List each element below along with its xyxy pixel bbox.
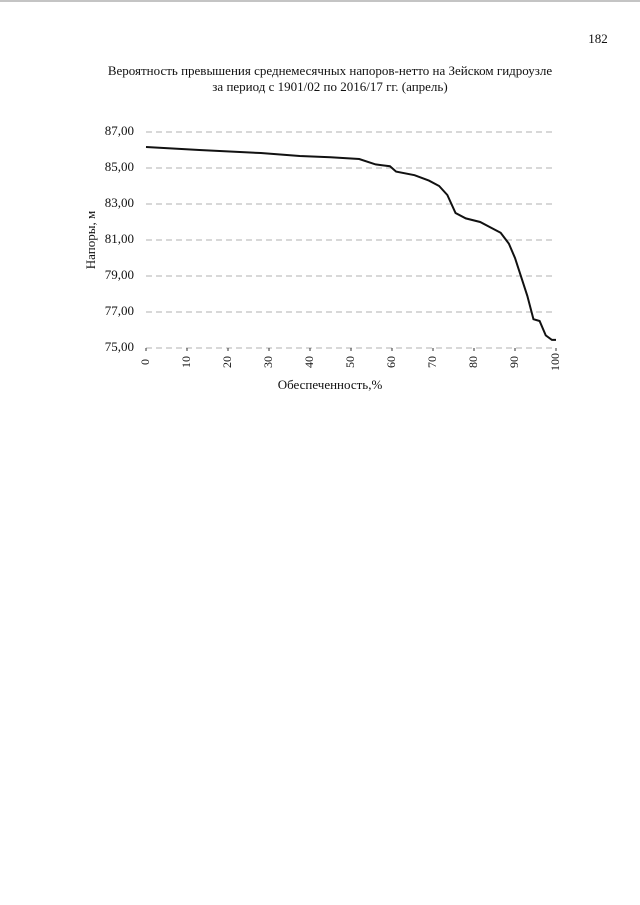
y-tick-label: 75,00 (105, 339, 134, 354)
y-tick-label: 83,00 (105, 195, 134, 210)
x-tick-label: 90 (507, 356, 521, 368)
x-tick-label: 80 (466, 356, 480, 368)
chart-title: Вероятность превышения среднемесячных на… (108, 63, 553, 78)
y-tick-label: 81,00 (105, 231, 134, 246)
page-number: 182 (588, 31, 608, 46)
y-tick-label: 85,00 (105, 159, 134, 174)
data-line (145, 145, 556, 341)
x-tick-label: 10 (179, 356, 193, 368)
y-axis-label: Напоры, м (83, 211, 98, 269)
x-tick-label: 70 (425, 356, 439, 368)
x-tick-label: 0 (138, 359, 152, 365)
x-tick-label: 50 (343, 356, 357, 368)
x-tick-label: 30 (261, 356, 275, 368)
chart-subtitle: за период с 1901/02 по 2016/17 гг. (апре… (212, 79, 447, 94)
x-tick-label: 40 (302, 356, 316, 368)
x-tick-label: 100 (548, 353, 562, 371)
y-tick-label: 79,00 (105, 267, 134, 282)
x-tick-label: 60 (384, 356, 398, 368)
x-axis-label: Обеспеченность,% (278, 377, 383, 392)
x-tick-label: 20 (220, 356, 234, 368)
y-tick-label: 77,00 (105, 303, 134, 318)
y-tick-label: 87,00 (105, 123, 134, 138)
